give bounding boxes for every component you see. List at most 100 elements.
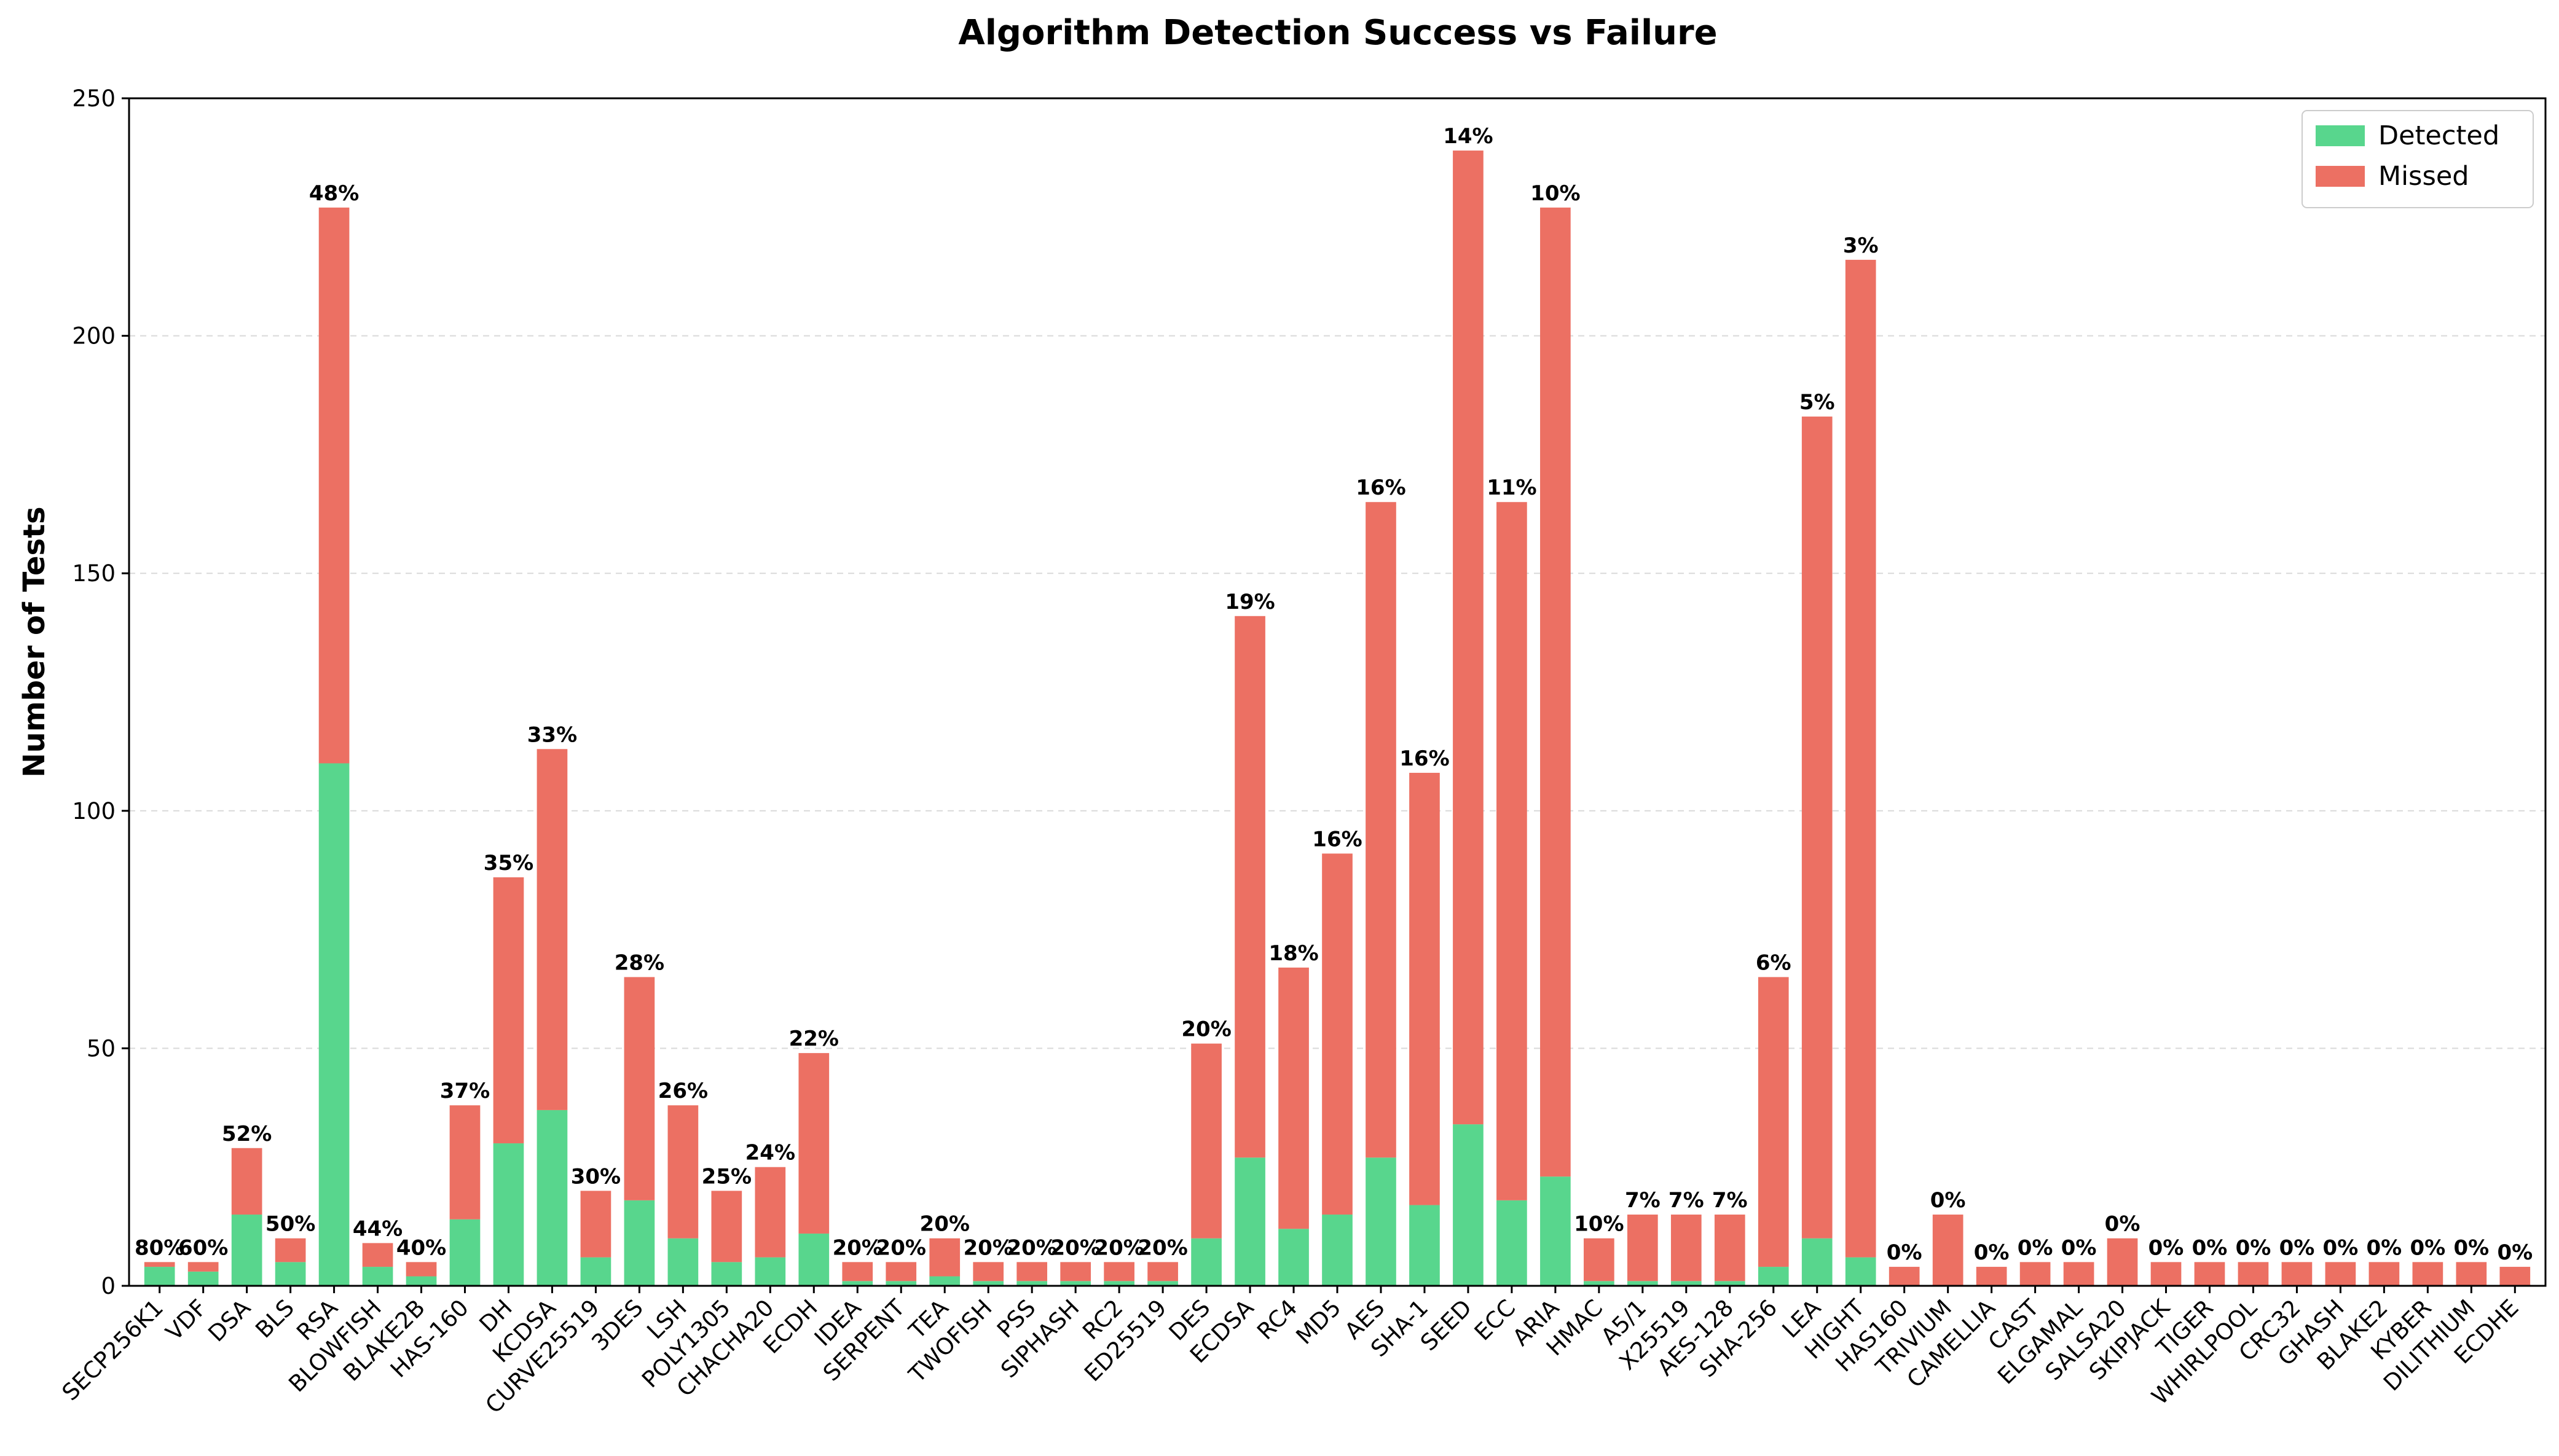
bar-detected-ed25519 [1147,1281,1178,1286]
bar-detected-rc4 [1278,1229,1309,1286]
percent-label: 16% [1356,476,1405,500]
legend-swatch-missed [2316,166,2365,187]
bar-missed-blake2 [2368,1262,2400,1286]
percent-label: 18% [1268,941,1318,966]
percent-label: 11% [1487,476,1536,500]
bar-missed-vdf [187,1262,219,1272]
bar-detected-blowfish [362,1267,393,1286]
y-axis: 0 50 100 150 200 250 [72,85,129,1299]
bar-detected-has-160 [449,1219,481,1286]
chart-title: Algorithm Detection Success vs Failure [958,13,1717,53]
bar-detected-sha-1 [1409,1205,1440,1286]
bar-detected-des [1191,1238,1222,1286]
percent-label: 5% [1799,390,1835,415]
bar-detected-vdf [187,1271,219,1286]
y-tick-label: 200 [72,323,116,350]
bar-detected-3des [624,1200,655,1286]
percent-label: 30% [571,1164,621,1189]
bar-detected-rsa [318,763,350,1286]
bar-missed-dilithium [2456,1262,2487,1286]
bar-missed-3des [624,977,655,1200]
percent-label: 22% [789,1027,839,1051]
bar-missed-rc4 [1278,967,1309,1229]
percent-label: 0% [2061,1235,2097,1260]
bar-missed-des [1191,1043,1222,1239]
bar-detected-sha-256 [1758,1267,1789,1286]
y-tick-label: 0 [101,1273,116,1299]
bar-detected-serpent [886,1281,917,1286]
bar-missed-chacha20 [755,1167,786,1258]
bar-missed-trivium [1932,1215,1963,1286]
bar-missed-hmac [1584,1238,1614,1282]
percent-label: 35% [484,851,533,875]
percent-label: 20% [1007,1235,1056,1260]
bar-missed-kcdsa [537,749,568,1110]
percent-label: 20% [1094,1235,1144,1260]
percent-label: 20% [833,1235,882,1260]
bar-detected-dh [493,1143,524,1286]
percent-label: 0% [2279,1235,2315,1260]
percent-label: 60% [178,1235,228,1260]
percent-label: 7% [1669,1188,1704,1213]
bar-detected-hmac [1584,1281,1614,1286]
bar-missed-has160 [1889,1267,1920,1286]
bar-missed-salsa20 [2107,1238,2138,1286]
bar-missed-a5/1 [1627,1215,1658,1282]
bar-missed-poly1305 [711,1191,742,1262]
bar-missed-dh [493,877,524,1144]
bar-detected-aria [1540,1176,1571,1286]
bar-missed-sha-256 [1758,977,1789,1267]
bar-missed-siphash [1060,1262,1091,1282]
bar-missed-curve25519 [580,1191,611,1258]
percent-label: 0% [1887,1240,1922,1265]
legend: Detected Missed [2302,110,2534,208]
bar-missed-ecdhe [2499,1267,2531,1286]
percent-label: 80% [135,1235,184,1260]
bar-missed-hight [1845,259,1876,1258]
bar-missed-crc32 [2281,1262,2313,1286]
bar-detected-tea [929,1276,961,1286]
percent-label: 37% [440,1079,490,1103]
bars [144,151,2531,1286]
percent-label: 28% [615,950,664,975]
percent-label: 44% [353,1216,403,1241]
percent-label: 0% [2410,1235,2446,1260]
percent-label: 16% [1312,827,1362,851]
percent-label: 0% [2018,1235,2053,1260]
percent-label: 52% [222,1122,272,1146]
bar-missed-ed25519 [1147,1262,1178,1282]
y-tick-label: 50 [87,1035,116,1062]
bar-missed-whirlpool [2238,1262,2269,1286]
percent-label: 20% [1050,1235,1100,1260]
percent-label: 0% [2453,1235,2489,1260]
percent-label: 0% [2497,1240,2533,1265]
percent-label: 0% [1974,1240,2010,1265]
bar-detected-curve25519 [580,1257,611,1286]
bar-detected-lsh [667,1238,699,1286]
bar-missed-pss [1016,1262,1048,1282]
bar-missed-lsh [667,1105,699,1239]
percent-label: 25% [702,1164,752,1189]
percent-label: 0% [2367,1235,2402,1260]
grid-lines [129,98,2545,1049]
bar-missed-has-160 [449,1105,481,1219]
bar-missed-sha-1 [1409,772,1440,1205]
bar-detected-siphash [1060,1281,1091,1286]
bar-detected-kcdsa [537,1110,568,1286]
percent-label: 7% [1712,1188,1748,1213]
bar-detected-aes [1366,1157,1396,1286]
percent-label: 7% [1625,1188,1661,1213]
percent-label: 19% [1225,590,1275,614]
percent-label: 48% [309,181,359,206]
bar-missed-aria [1540,207,1571,1177]
bar-detected-aes-128 [1714,1281,1745,1286]
bar-detected-hight [1845,1257,1876,1286]
percent-label: 20% [1181,1017,1231,1042]
bar-detected-dsa [231,1215,262,1286]
percent-label: 3% [1843,233,1879,258]
bar-detected-secp256k1 [144,1267,175,1286]
bar-missed-aes [1366,502,1396,1158]
percent-label: 14% [1443,124,1493,149]
percent-label: 0% [2192,1235,2228,1260]
